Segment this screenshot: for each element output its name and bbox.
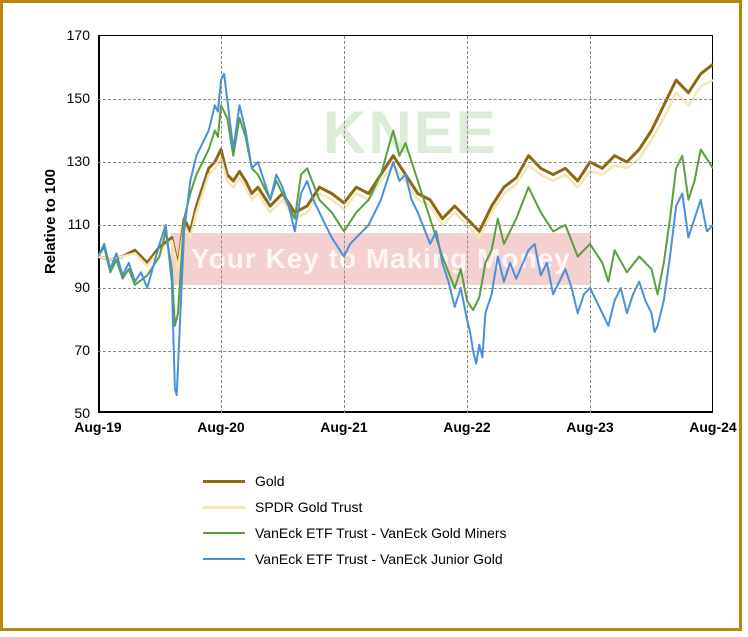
legend-item-spdr: SPDR Gold Trust — [203, 499, 507, 515]
y-tick-label: 90 — [60, 279, 90, 295]
gridline-v — [344, 36, 345, 413]
gridline-h — [98, 225, 712, 226]
y-tick-label: 70 — [60, 342, 90, 358]
gridline-v — [590, 36, 591, 413]
x-tick-label: Aug-21 — [314, 419, 374, 435]
y-axis-title: Relative to 100 — [42, 169, 59, 274]
legend-item-gdx: VanEck ETF Trust - VanEck Gold Miners — [203, 525, 507, 541]
legend-label: Gold — [255, 473, 285, 489]
gridline-h — [98, 288, 712, 289]
legend-label: SPDR Gold Trust — [255, 499, 362, 515]
y-tick-label: 170 — [60, 27, 90, 43]
x-tick-label: Aug-24 — [683, 419, 743, 435]
gridline-h — [98, 162, 712, 163]
legend-item-gdxj: VanEck ETF Trust - VanEck Junior Gold — [203, 551, 507, 567]
chart-frame: KNEE Your Key to Making Money Relative t… — [0, 0, 742, 631]
gridline-v — [467, 36, 468, 413]
legend-swatch-gold — [203, 480, 245, 483]
legend-swatch-spdr — [203, 506, 245, 509]
legend-swatch-gdxj — [203, 558, 245, 560]
x-tick-label: Aug-20 — [191, 419, 251, 435]
x-tick-label: Aug-19 — [68, 419, 128, 435]
gridline-h — [98, 351, 712, 352]
x-tick-label: Aug-23 — [560, 419, 620, 435]
gridline-v — [221, 36, 222, 413]
legend-label: VanEck ETF Trust - VanEck Junior Gold — [255, 551, 503, 567]
y-tick-label: 150 — [60, 90, 90, 106]
gridline-h — [98, 99, 712, 100]
legend: Gold SPDR Gold Trust VanEck ETF Trust - … — [203, 473, 507, 577]
legend-label: VanEck ETF Trust - VanEck Gold Miners — [255, 525, 507, 541]
legend-swatch-gdx — [203, 532, 245, 534]
y-tick-label: 130 — [60, 153, 90, 169]
plot-area — [98, 35, 713, 413]
x-tick-label: Aug-22 — [437, 419, 497, 435]
y-tick-label: 110 — [60, 216, 90, 232]
legend-item-gold: Gold — [203, 473, 507, 489]
series-line — [98, 105, 713, 325]
